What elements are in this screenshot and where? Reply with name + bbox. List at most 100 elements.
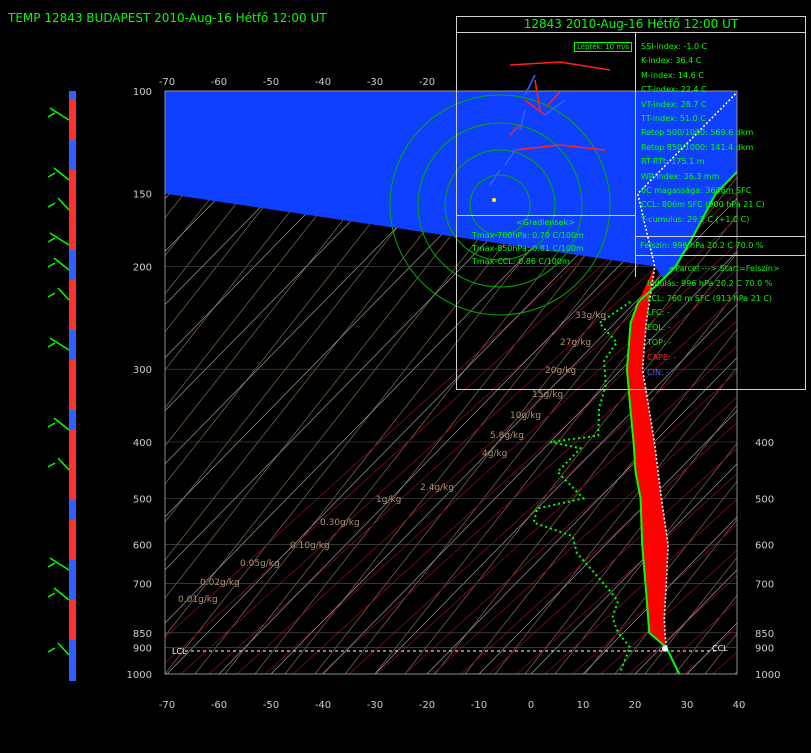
- wind-barb: [47, 172, 56, 178]
- isotherm-line: [426, 357, 737, 674]
- parcel-line: Indulás: 996 hPa 20.2 C 70.0 %: [647, 278, 773, 288]
- wind-barb: [47, 342, 56, 348]
- index-line: K-index: 36.4 C: [641, 56, 702, 66]
- index-line: M-index: 14.6 C: [641, 70, 704, 80]
- wind-barb: [53, 167, 70, 181]
- mixing-ratio-label: 2.4g/kg: [420, 483, 454, 493]
- wind-bar-segment: [69, 600, 76, 640]
- gradient-line: Tmax-850hPa: 0.81 C/100m: [472, 244, 584, 253]
- wind-barb: [53, 587, 70, 601]
- gradients-box: <Gradiensek> Tmax-700hPa: 0.79 C/100m Tm…: [456, 215, 636, 277]
- isotherm-line: [530, 463, 737, 674]
- wind-barb: [57, 642, 70, 656]
- x-tick-label: -70: [159, 700, 175, 711]
- y-tick-label: 700: [133, 580, 152, 591]
- wind-barb: [47, 292, 56, 298]
- adiabat-line: [524, 404, 737, 674]
- adiabat-line: [464, 328, 737, 674]
- top-tick-label: -20: [419, 77, 435, 88]
- wind-bar-segment: [69, 430, 76, 500]
- x-tick-label: 10: [577, 700, 590, 711]
- gradients-title: <Gradiensek>: [516, 218, 575, 227]
- wind-barb: [57, 287, 70, 301]
- index-line: T-cumulus: 29.2 C (+1.0 C): [641, 214, 750, 224]
- hodograph-vector: [559, 61, 611, 71]
- surface-line: Felszín: 996 hPa 20.2 C 70.0 %: [636, 236, 806, 256]
- hodograph-vector: [519, 109, 526, 131]
- y-tick-label: 900: [133, 643, 152, 654]
- y-tick-label: 1000: [127, 670, 152, 681]
- wind-bar-segment: [69, 280, 76, 330]
- mixing-ratio-label: 15g/kg: [532, 390, 563, 400]
- top-tick-label: -60: [211, 77, 227, 88]
- hodograph-vector: [524, 99, 546, 116]
- dewpoint-curve: [532, 301, 632, 674]
- y-tick-label: 200: [133, 263, 152, 274]
- hodograph-vector: [534, 79, 541, 111]
- mixing-ratio-label: 4g/kg: [482, 449, 507, 459]
- y-tick-label: 400: [133, 438, 152, 449]
- hodograph-ring: [444, 149, 556, 261]
- index-line: SSI-index: -1.0 C: [641, 42, 708, 51]
- hodograph-ring: [389, 94, 611, 316]
- parcel-line: LCL: 760 m SFC (913 hPa 21 C): [647, 293, 773, 303]
- index-line: RT-RTt: 175.1 m: [641, 157, 705, 167]
- hodograph-vector: [504, 149, 516, 166]
- moist-adiabat-line: [264, 243, 737, 674]
- hodograph-title: 12843 2010-Aug-16 Hétfő 12:00 UT: [456, 16, 806, 33]
- right-tick-label: 1000: [755, 670, 780, 681]
- mixing-ratio-label: 1g/kg: [376, 495, 401, 505]
- hodograph-vector: [514, 144, 561, 151]
- parcel-title: <Parcel ---> Start=Felszín>: [668, 264, 780, 273]
- hodograph-ring: [469, 174, 531, 236]
- isotherm-line: [374, 304, 737, 674]
- adiabat-line: [614, 518, 737, 674]
- gradient-line: Tmax-CCL: 0.86 C/100m: [472, 257, 570, 266]
- wind-barb: [57, 457, 70, 471]
- mixing-ratio-label: 0.02g/kg: [200, 578, 240, 588]
- index-list: SSI-index: -1.0 C K-index: 36.4 C M-inde…: [641, 40, 806, 227]
- plot-area: LCL CCL: [164, 90, 738, 675]
- info-panel: [456, 16, 806, 390]
- moist-adiabat-line: [460, 422, 737, 674]
- moist-adiabat-line: [488, 447, 737, 674]
- x-tick-label: 30: [681, 700, 694, 711]
- adiabat-line: [644, 556, 737, 674]
- parcel-box: <Parcel ---> Start=Felszín> Indulás: 996…: [637, 262, 811, 380]
- cape-area: [626, 266, 680, 674]
- isotherm-line: [478, 410, 737, 674]
- index-line: Retop 850/1000: 141.4 dkm: [641, 142, 754, 152]
- moist-adiabat-line: [404, 371, 737, 674]
- x-tick-label: 0: [528, 700, 534, 711]
- right-tick-label: 400: [755, 438, 774, 449]
- hodograph-scale: Lépték: 10 m/s: [574, 42, 633, 52]
- parcel-line: EQL: -: [647, 323, 671, 333]
- mixing-ratio-label: 0.30g/kg: [320, 518, 360, 528]
- axis-labels: 33g/kg 27g/kg 20g/kg 15g/kg 10g/kg 5.8g/kg 4g/…: [127, 77, 781, 711]
- x-tick-label: -40: [315, 700, 331, 711]
- ccl-label: CCL: [712, 644, 728, 653]
- isotherm-line: [270, 197, 737, 674]
- hodograph-vector: [489, 169, 501, 186]
- y-tick-label: 600: [133, 541, 152, 552]
- wind-barb: [53, 417, 70, 431]
- parcel-line: TOP: -: [647, 337, 672, 347]
- mixing-ratio-label: 20g/kg: [545, 366, 576, 376]
- moist-adiabat-line: [208, 192, 737, 674]
- mixing-ratio-label: 10g/kg: [510, 411, 541, 421]
- right-tick-label: 600: [755, 541, 774, 552]
- hodograph-ring: [417, 122, 583, 288]
- cin-line: CIN: -: [647, 367, 670, 377]
- moist-adiabat-line: [628, 575, 737, 674]
- wind-barb: [47, 422, 56, 428]
- hodograph-vector: [509, 124, 521, 136]
- wind-bar-segment: [69, 520, 76, 560]
- cape-line: CAPE: -: [647, 352, 677, 362]
- index-line: 0C magassága: 3646m SFC: [641, 186, 752, 196]
- right-tick-label: 850: [755, 629, 774, 640]
- wind-barb: [49, 107, 70, 121]
- isotherm-line: [322, 251, 737, 674]
- mixing-ratio-label: 0.05g/kg: [240, 559, 280, 569]
- lcl-label: LCL: [172, 647, 187, 656]
- plot-frame: [164, 90, 738, 675]
